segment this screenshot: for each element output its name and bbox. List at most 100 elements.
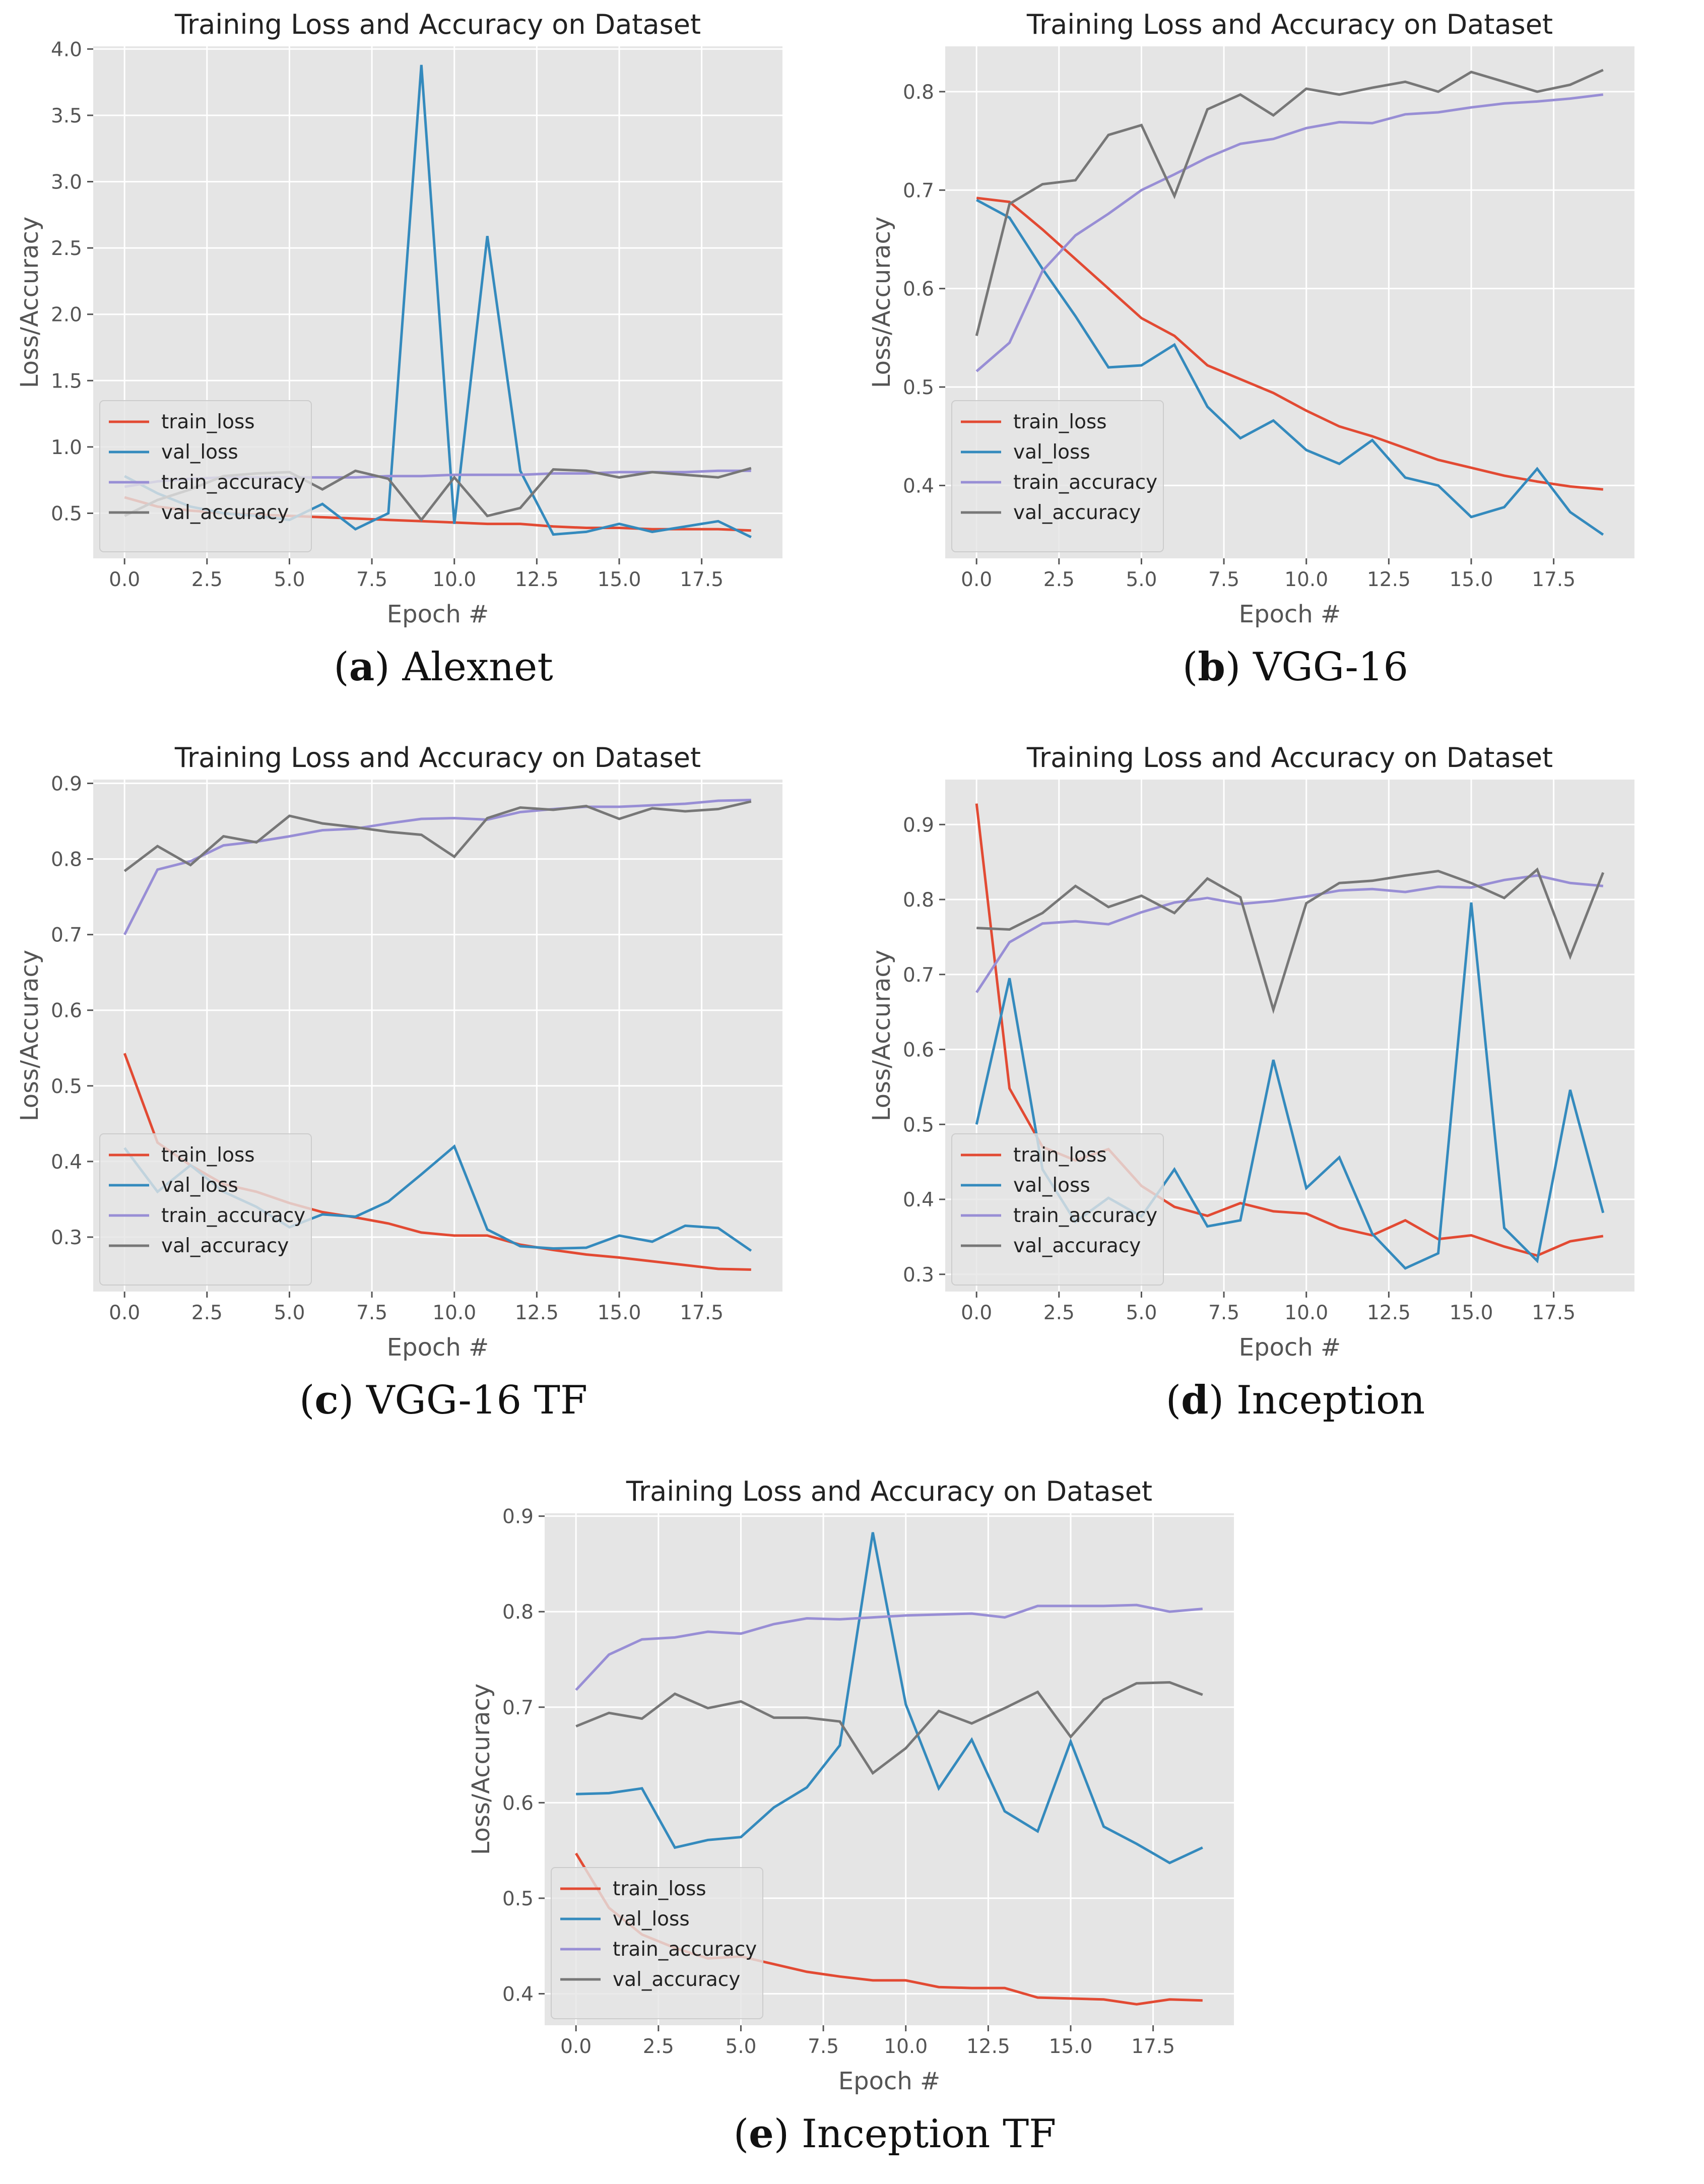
- legend-label: train_loss: [613, 1878, 706, 1900]
- y-tick-label: 0.3: [903, 1264, 934, 1287]
- x-tick-label: 7.5: [356, 568, 387, 591]
- x-tick-label: 17.5: [1532, 1302, 1576, 1324]
- x-tick-label: 7.5: [1208, 568, 1239, 591]
- y-tick-label: 0.5: [903, 376, 934, 399]
- y-tick-label: 0.8: [51, 849, 82, 871]
- caption-letter: d: [1181, 1377, 1209, 1423]
- series-line-val-loss: [976, 199, 1604, 536]
- y-tick-label: 0.4: [903, 475, 934, 497]
- y-tick-label: 0.7: [903, 964, 934, 987]
- y-axis-label: Loss/Accuracy: [16, 217, 44, 389]
- legend-box: [551, 1867, 763, 2019]
- x-tick-label: 7.5: [356, 1302, 387, 1324]
- x-tick-label: 15.0: [1049, 2035, 1093, 2058]
- legend-box: [951, 1133, 1164, 1286]
- legend-label: train_accuracy: [161, 471, 305, 494]
- caption-e: (e) Inception TF: [733, 2111, 1057, 2157]
- chart-vgg16-tf: 0.0 2.5 5.0 7.5 10.0 12.5 15.0 17.5 0.3 0.4 0.5 0.6…: [16, 742, 782, 1362]
- x-tick-label: 0.0: [560, 2035, 592, 2058]
- x-axis-label: Epoch #: [1239, 1333, 1341, 1362]
- y-tick-label: 4.0: [51, 38, 82, 61]
- chart-inception: 0.0 2.5 5.0 7.5 10.0 12.5 15.0 17.5 0.3 0.4 0.5 0.6…: [868, 742, 1634, 1362]
- series-line-val-accuracy: [975, 69, 1604, 337]
- legend-label: train_accuracy: [613, 1938, 757, 1961]
- y-tick-label: 0.5: [502, 1888, 534, 1910]
- legend-box: [99, 400, 312, 552]
- legend-label: train_accuracy: [1013, 1204, 1157, 1227]
- x-tick-label: 0.0: [109, 1302, 140, 1324]
- y-tick-label: 3.0: [51, 171, 82, 194]
- x-axis-label: Epoch #: [838, 2067, 940, 2095]
- x-tick-label: 17.5: [680, 568, 724, 591]
- series-line-val-accuracy: [976, 867, 1605, 1014]
- series-line-val-loss: [576, 1532, 1203, 1865]
- x-tick-label: 12.5: [1367, 568, 1411, 591]
- x-axis-label: Epoch #: [387, 1333, 489, 1362]
- y-tick-label: 0.9: [51, 773, 82, 796]
- y-tick-label: 0.6: [51, 1000, 82, 1022]
- y-tick-label: 1.5: [51, 370, 82, 393]
- x-tick-label: 2.5: [191, 568, 223, 591]
- legend-label: val_accuracy: [613, 1968, 740, 1991]
- x-tick-label: 12.5: [1367, 1302, 1411, 1324]
- x-tick-label: 10.0: [884, 2035, 928, 2058]
- y-tick-label: 1.0: [51, 436, 82, 459]
- legend-label: train_loss: [1013, 411, 1107, 433]
- y-tick-label: 2.5: [51, 237, 82, 260]
- x-tick-label: 5.0: [1126, 1302, 1157, 1324]
- y-tick-label: 0.4: [51, 1151, 82, 1174]
- y-tick-label: 0.5: [903, 1114, 934, 1136]
- x-tick-label: 15.0: [1450, 568, 1493, 591]
- series-line-train-loss: [976, 197, 1604, 491]
- caption-d: (d) Inception: [1165, 1377, 1425, 1423]
- caption-text: Alexnet: [389, 645, 553, 690]
- chart-title: Training Loss and Accuracy on Dataset: [174, 9, 701, 40]
- y-axis-label: Loss/Accuracy: [868, 217, 896, 389]
- y-tick-label: 0.7: [502, 1697, 534, 1719]
- chart-title: Training Loss and Accuracy on Dataset: [174, 742, 701, 774]
- x-tick-label: 7.5: [808, 2035, 839, 2058]
- y-tick-label: 0.5: [51, 503, 82, 526]
- y-tick-label: 0.9: [903, 814, 934, 837]
- y-tick-label: 0.8: [903, 81, 934, 104]
- y-axis-label: Loss/Accuracy: [868, 950, 896, 1122]
- chart-inception-tf: 0.0 2.5 5.0 7.5 10.0 12.5 15.0 17.5 0.4 0.5 0.6 0.7…: [467, 1475, 1234, 2095]
- legend-label: val_loss: [161, 1174, 238, 1197]
- y-tick-label: 3.5: [51, 105, 82, 127]
- x-tick-label: 5.0: [725, 2035, 756, 2058]
- x-tick-label: 12.5: [515, 568, 559, 591]
- x-tick-label: 5.0: [274, 568, 305, 591]
- chart-title: Training Loss and Accuracy on Dataset: [1026, 9, 1553, 40]
- x-tick-label: 17.5: [1532, 568, 1576, 591]
- legend-label: train_accuracy: [161, 1204, 305, 1227]
- x-tick-label: 15.0: [598, 568, 641, 591]
- caption-letter: c: [314, 1377, 339, 1423]
- y-tick-label: 0.3: [51, 1227, 82, 1249]
- x-tick-label: 0.0: [109, 568, 140, 591]
- figure-panel-e: 0.0 2.5 5.0 7.5 10.0 12.5 15.0 17.5 0.4 0.5 0.6 0.7…: [451, 1467, 1303, 2182]
- x-tick-label: 12.5: [966, 2035, 1010, 2058]
- y-tick-label: 0.6: [903, 278, 934, 301]
- legend-label: val_accuracy: [1013, 1235, 1141, 1257]
- legend-label: val_loss: [161, 441, 238, 464]
- caption-b: (b) VGG-16: [1182, 644, 1409, 690]
- legend-label: val_loss: [1013, 441, 1090, 464]
- y-tick-label: 0.4: [502, 1983, 534, 2006]
- y-tick-label: 0.7: [51, 924, 82, 947]
- legend-label: val_loss: [1013, 1174, 1090, 1197]
- legend-box: [99, 1133, 312, 1286]
- x-tick-label: 2.5: [1043, 568, 1075, 591]
- caption-text: VGG-16 TF: [354, 1378, 588, 1423]
- x-tick-label: 17.5: [1131, 2035, 1175, 2058]
- legend-label: val_accuracy: [1013, 501, 1141, 524]
- x-tick-label: 12.5: [515, 1302, 559, 1324]
- series-line-train-accuracy: [975, 93, 1604, 372]
- y-tick-label: 2.0: [51, 304, 82, 327]
- x-tick-label: 15.0: [598, 1302, 641, 1324]
- x-tick-label: 17.5: [680, 1302, 724, 1324]
- y-tick-label: 0.4: [903, 1189, 934, 1211]
- figure-panel-d: 0.0 2.5 5.0 7.5 10.0 12.5 15.0 17.5 0.3 0.4 0.5 0.6…: [852, 733, 1704, 1449]
- caption-letter: b: [1198, 644, 1225, 690]
- x-tick-label: 2.5: [1043, 1302, 1075, 1324]
- caption-c: (c) VGG-16 TF: [299, 1377, 588, 1423]
